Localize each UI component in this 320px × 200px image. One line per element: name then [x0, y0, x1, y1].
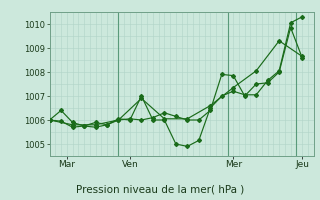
- Text: Pression niveau de la mer( hPa ): Pression niveau de la mer( hPa ): [76, 184, 244, 194]
